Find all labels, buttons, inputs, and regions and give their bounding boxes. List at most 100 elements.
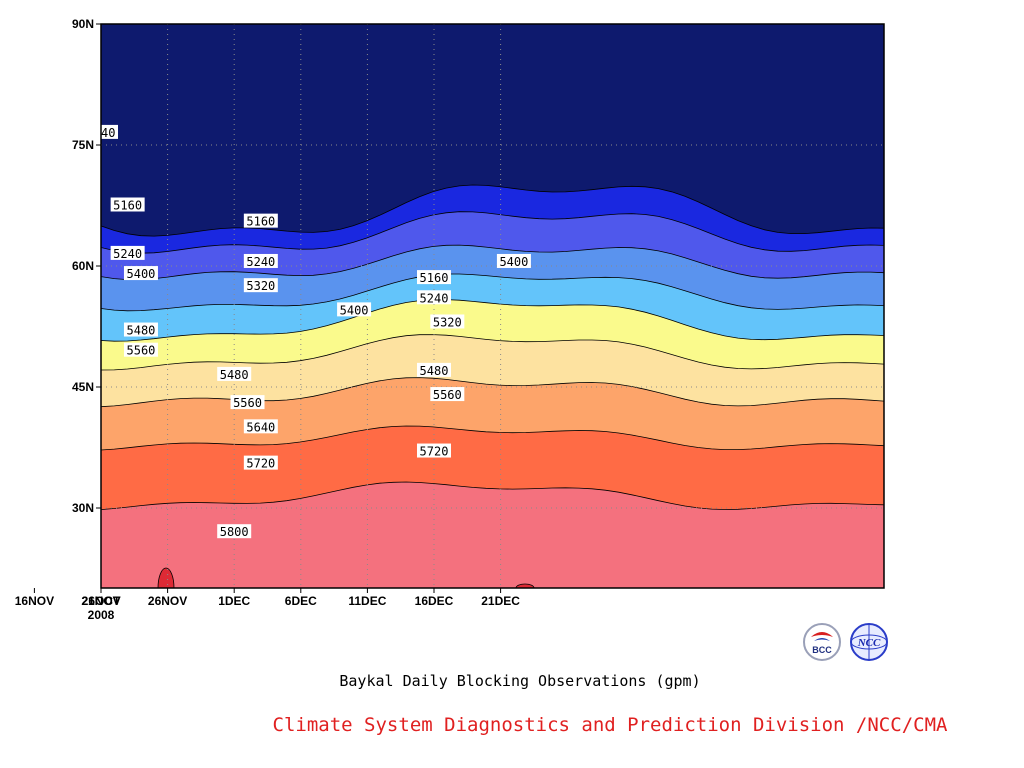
contour-label-text: 5640 [246,420,275,434]
x-axis: 26OCT1NOV6NOV11NOV16NOV21NOV26NOV1DEC6DE… [15,588,520,622]
contour-label-text: 5240 [87,126,116,140]
contour-label-box [243,455,278,470]
x-tick-label: 1DEC [218,594,250,608]
contour-label-5640: 5640 [57,407,91,422]
contour-label-5320: 5320 [243,278,278,293]
x-tick-label: 16NOV [15,594,54,608]
contour-patch [157,567,175,588]
x-tick-label: 26NOV [148,594,187,608]
contour-label-5720: 5720 [243,455,278,471]
contour-label-5560: 5560 [430,387,465,402]
contour-label-text: 5160 [420,271,449,285]
contour-label-5480: 5480 [123,322,158,338]
contour-label-text: 5240 [420,291,449,305]
contour-label-5720: 5720 [417,443,451,459]
x-tick-label: 6DEC [285,594,317,608]
contour-label-box [123,322,158,337]
contour-label-5240: 5240 [110,245,145,261]
contour-label-5240: 5240 [44,218,78,233]
contour-label-box [417,270,451,285]
contour-label-5800: 5800 [217,524,252,539]
contour-label-text: 5160 [113,199,142,213]
contour-label-text: 5640 [60,408,89,422]
x-tick-label: 11DEC [348,594,386,608]
contour-label-5240: 5240 [87,124,118,140]
contour-label-box [110,197,145,212]
contour-label-5480: 5480 [417,362,451,378]
contour-label-text: 5320 [433,315,462,329]
contour-label-text: 5480 [60,287,89,301]
contour-label-box [337,302,372,317]
contour-label-box [417,443,451,458]
contour-label-5720: 5720 [0,460,25,475]
contour-label-text: 5560 [127,344,156,358]
grid-lines [101,24,884,588]
contour-label-box [101,124,118,139]
contour-label-5480: 5480 [217,366,252,382]
contour-label-text: 5480 [220,368,249,382]
contour-label-box [217,524,252,539]
plot-area: 5160 5240 5320 5480 5560 5640 5720 5800 5160 5240… [0,24,884,588]
contour-label-text: 5720 [246,457,275,471]
y-axis: 90N 75N 60N 45N 30N [72,17,101,515]
contour-label-box [430,314,465,329]
contour-label-box [430,387,465,402]
contour-label-text: 5560 [233,396,262,410]
contour-patch [515,583,535,588]
contour-label-text: 5240 [47,219,76,233]
contour-label-text: 5400 [499,255,528,269]
contour-label-box [110,245,145,260]
contour-label-box [243,213,278,228]
x-tick-label: 16DEC [415,594,454,608]
contour-label-box [243,419,278,434]
y-tick-label: 90N [72,17,94,31]
contour-label-text: 5400 [340,303,369,317]
contour-label-text: 5480 [420,364,449,378]
contour-label-text: 5320 [246,279,275,293]
contour-label-5800: 5800 [0,516,25,531]
contour-label-box [243,278,278,293]
contour-label-5640: 5640 [243,419,278,434]
contour-bands [101,184,884,588]
contour-label-text: 5240 [246,255,275,269]
contour-label-box [44,218,78,232]
contour-label-5160: 5160 [417,270,451,285]
contour-label-5560: 5560 [17,351,51,366]
contour-label-text: 5800 [220,525,249,539]
contour-label-box [496,253,531,268]
contour-label-box [123,342,158,357]
contour-label-5400: 5400 [337,302,372,317]
x-tick-label: 26OCT [82,594,121,608]
contour-label-5160: 5160 [110,197,145,213]
contour-label-5160: 5160 [243,213,278,229]
contour-label-text: 5800 [0,517,22,531]
contour-label-box [17,351,51,365]
ncc-logo: NCC [850,623,888,661]
svg-text:NCC: NCC [857,637,881,649]
contour-label-box [0,516,25,530]
contour-label-5560: 5560 [230,395,265,410]
x-tick-label: 21DEC [481,594,520,608]
x-year-label: 2008 [88,608,115,622]
svg-text:BCC: BCC [812,645,832,655]
contour-label-box [0,460,25,474]
contour-label-text: 5560 [433,388,462,402]
contour-label-text: 5400 [127,267,156,281]
contour-label-5480: 5480 [57,286,91,301]
contour-label-text: 5480 [127,324,156,338]
y-tick-label: 45N [72,380,94,394]
chart-subtitle: Baykal Daily Blocking Observations (gpm) [339,672,701,690]
contour-label-box [123,266,158,281]
contour-label-text: 5240 [113,247,142,261]
plot-frame [100,23,885,589]
contour-label-5400: 5400 [496,253,531,269]
contour-label-box [417,362,451,377]
x-tick-label: 21NOV [81,594,120,608]
contour-label-box [417,290,451,305]
credit-line: Climate System Diagnostics and Predictio… [272,714,948,736]
contour-label-text: 5720 [0,461,22,475]
y-tick-label: 30N [72,501,94,515]
contour-label-5560: 5560 [123,342,158,358]
contour-label-box [243,253,278,268]
